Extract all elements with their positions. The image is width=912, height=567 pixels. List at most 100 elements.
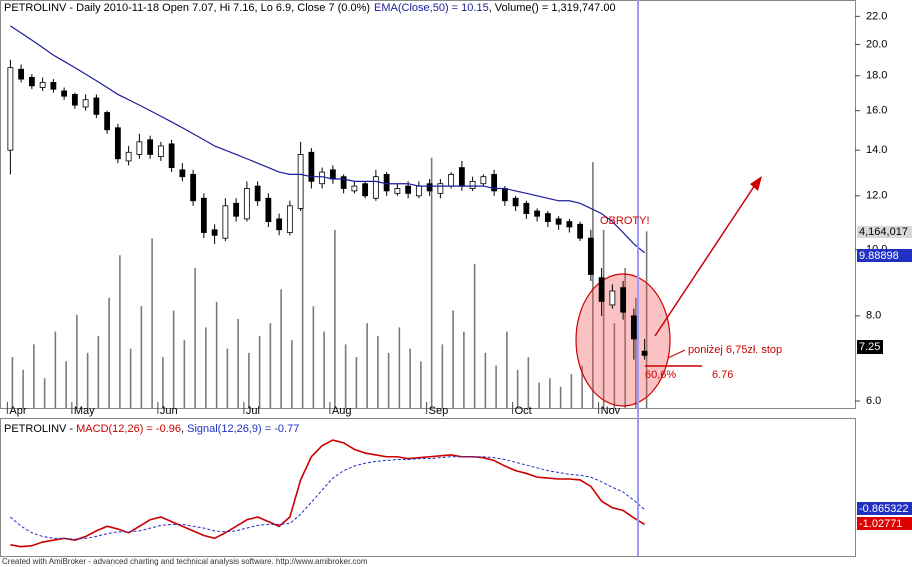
separator: ,: [181, 423, 187, 435]
candle-body: [7, 67, 14, 151]
y-tick-label: 12.0: [866, 190, 887, 202]
candle-body: [179, 169, 186, 178]
candle-body: [620, 287, 627, 313]
ema-line: [10, 25, 646, 254]
ema-value-box: [857, 249, 912, 262]
stop-pointer: [667, 349, 686, 359]
candle-body: [18, 68, 25, 80]
x-tick-label: Apr: [9, 405, 26, 417]
annotation-stop: poniżej 6,75zł. stop: [688, 344, 782, 356]
title: PETROLINV -: [4, 423, 76, 435]
candle-body: [254, 185, 261, 202]
volume-value-box: [857, 226, 912, 238]
price-title: PETROLINV - Daily 2010-11-18 Open 7.07, …: [4, 2, 616, 14]
candle-body: [200, 197, 207, 233]
candle-body: [491, 173, 498, 192]
x-tick-label: Nov: [601, 405, 621, 417]
signal-line: [10, 456, 645, 540]
candle-body: [383, 173, 390, 192]
candle-body: [609, 290, 616, 306]
y-tick-label: 14.0: [866, 144, 887, 156]
candle-body: [512, 197, 519, 207]
candle-body: [426, 183, 433, 192]
candle-body: [469, 180, 476, 189]
candle-body: [351, 185, 358, 192]
price-panel-frame: [0, 0, 856, 409]
legend-signal: Signal(12,26,9) = -0.77: [187, 423, 299, 435]
close-value-label: 7.25: [859, 341, 880, 353]
macd-line: [10, 439, 646, 548]
candle-body: [243, 188, 250, 220]
candle-body: [39, 82, 46, 88]
candle-body: [372, 176, 379, 199]
title: PETROLINV - Daily 2010-11-18 Open 7.07, …: [4, 2, 370, 14]
x-tick-label: Oct: [515, 405, 532, 417]
candle-body: [534, 210, 541, 217]
x-tick-label: Jul: [246, 405, 260, 417]
candle-body: [190, 173, 197, 202]
layer: 6.08.010.012.014.016.018.020.022.0AprMay…: [6, 10, 887, 417]
candle-body: [630, 315, 637, 340]
candle-body: [329, 169, 336, 180]
candle-body: [222, 205, 229, 239]
candle-body: [641, 350, 648, 356]
candle-body: [125, 151, 132, 162]
x-tick-label: Jun: [160, 405, 178, 417]
y-tick-label: 22.0: [866, 10, 887, 22]
candle-body: [308, 151, 315, 182]
candle-body: [587, 237, 594, 275]
annotation-obroty: OBROTY!: [600, 215, 650, 227]
arrow: [654, 184, 756, 337]
candle-body: [136, 141, 143, 155]
candle-body: [61, 90, 68, 97]
macd-value-box: [857, 517, 912, 530]
candle-body: [168, 143, 175, 168]
x-tick-label: May: [74, 405, 95, 417]
candle-body: [265, 197, 272, 222]
candle-body: [415, 185, 422, 197]
y-tick-label: 18.0: [866, 70, 887, 82]
close-value-box: [857, 340, 883, 354]
highlight-circle: [575, 273, 671, 407]
candle-body: [405, 185, 412, 194]
candle-body: [147, 139, 154, 155]
candle-body: [437, 183, 444, 194]
candle-body: [555, 218, 562, 225]
candle-body: [114, 127, 121, 160]
volume-value-label: 4,164,017: [859, 226, 908, 238]
candle-body: [448, 173, 455, 187]
macd-title: PETROLINV - MACD(12,26) = -0.96, Signal(…: [4, 423, 299, 435]
arrow-head: [750, 176, 762, 191]
candle-body: [28, 77, 35, 87]
candle-body: [82, 99, 89, 108]
signal-value-label: -0.865322: [859, 503, 909, 515]
candle-body: [104, 112, 111, 131]
candle-body: [458, 167, 465, 187]
ema-label: EMA(Close,50) = 10.15: [374, 2, 489, 14]
macd-panel-frame: [0, 418, 856, 557]
x-tick-label: Sep: [429, 405, 449, 417]
candle-body: [50, 82, 57, 90]
annotation-pct: 60,6%: [645, 369, 676, 381]
candle-body: [276, 218, 283, 231]
footer: Created with AmiBroker - advanced charti…: [2, 557, 368, 566]
y-tick-label: 8.0: [866, 310, 881, 322]
candle-body: [480, 176, 487, 185]
candle-body: [157, 145, 164, 157]
candle-body: [544, 213, 551, 222]
candle-body: [340, 176, 347, 189]
candle-body: [577, 223, 584, 239]
signal-value-box: [857, 502, 912, 515]
ema-value-label: 9.88898: [859, 250, 899, 262]
candle-body: [297, 154, 304, 209]
y-tick-label: 20.0: [866, 38, 887, 50]
candle-body: [598, 277, 605, 302]
x-tick-label: Aug: [332, 405, 352, 417]
candle-body: [566, 221, 573, 228]
candle-body: [71, 94, 78, 106]
layer: [7, 25, 648, 548]
y-tick-label: 6.0: [866, 395, 881, 407]
